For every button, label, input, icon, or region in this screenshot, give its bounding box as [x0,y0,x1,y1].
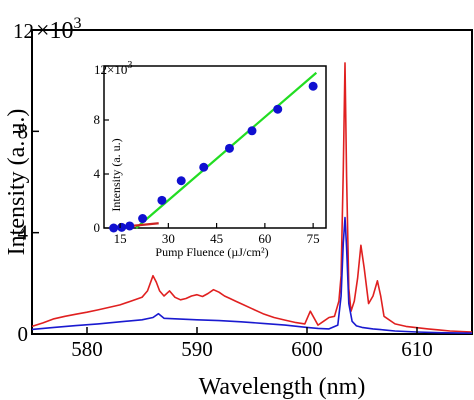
inset-y-tick-label: 8 [94,112,101,127]
inset-data-point [109,223,119,233]
inset-data-point [247,126,257,136]
main-x-tick-label: 580 [71,337,103,361]
inset-x-tick-label: 30 [162,231,175,246]
main-y-tick-label: 12 [13,19,34,43]
main-y-tick-label: 0 [18,322,29,346]
inset-y-tick-label: 12 [94,62,107,77]
main-series-line-0 [31,62,473,333]
inset-x-ticks: 15 30 45 60 75 [114,223,320,246]
main-y-multiplier-base: ×10 [36,18,74,44]
main-y-ticks: 0 4 8 12 [13,19,39,346]
inset-data-points [109,81,318,233]
main-x-ticks: 580 590 600 610 [71,327,433,361]
main-y-axis-label: Intensity (a. u.) [4,109,30,256]
main-y-tick-label: 4 [18,221,29,245]
inset-y-multiplier-base: ×10 [107,62,127,77]
inset-y-tick-label: 0 [94,220,101,235]
inset-data-point [138,214,148,224]
inset-data-point [157,195,167,205]
main-x-tick-label: 610 [401,337,433,361]
main-y-multiplier: ×103 [36,15,82,44]
inset-y-multiplier: ×103 [107,60,132,77]
inset-x-tick-label: 75 [307,231,320,246]
main-series-line-1 [31,216,473,334]
inset-data-point [199,162,209,172]
inset-y-axis-label: Intensity (a. u.) [109,138,123,211]
inset-x-tick-label: 45 [210,231,223,246]
inset-data-point [117,222,127,232]
inset-data-point [308,81,318,91]
main-x-tick-label: 590 [181,337,213,361]
inset-chart: 15 30 45 60 75 0 4 8 12 ×103 Pump Fluence (µJ/c… [94,60,327,259]
main-plot-frame [31,29,473,335]
inset-data-point [273,104,283,114]
inset-data-point [224,143,234,153]
inset-x-axis-label: Pump Fluence (µJ/cm²) [155,245,268,259]
inset-y-ticks: 0 4 8 12 [94,62,109,235]
main-x-axis-label: Wavelength (nm) [199,374,366,400]
inset-x-tick-label: 60 [258,231,271,246]
main-y-tick-label: 8 [18,119,29,143]
inset-data-point [125,221,135,231]
main-series-group [31,62,473,334]
inset-plot-background [104,66,326,228]
inset-y-tick-label: 4 [94,166,101,181]
inset-y-multiplier-exp: 3 [127,60,132,71]
main-x-tick-label: 600 [291,337,323,361]
inset-plot-frame [103,65,327,229]
main-y-multiplier-exp: 3 [74,15,82,32]
inset-data-point [176,176,186,186]
inset-x-tick-label: 15 [114,231,127,246]
